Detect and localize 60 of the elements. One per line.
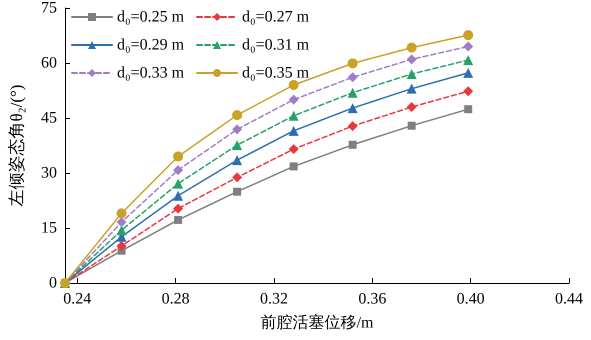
point	[463, 30, 474, 40]
point	[288, 126, 299, 136]
point	[288, 110, 299, 121]
legend-label: d₀=0.33 m	[117, 64, 185, 82]
point	[173, 190, 184, 201]
y-tick-label: 0	[49, 274, 57, 292]
point	[348, 103, 358, 114]
y-tick-label: 75	[41, 0, 57, 16]
y-tick-label: 45	[41, 110, 57, 126]
point	[463, 68, 474, 78]
point	[408, 122, 416, 130]
point	[463, 86, 474, 96]
legend-label: d₀=0.25 m	[117, 8, 185, 26]
point	[348, 88, 358, 98]
point	[288, 144, 299, 154]
point	[406, 102, 417, 112]
point	[348, 58, 358, 68]
x-tick-label: 0.36	[358, 290, 386, 308]
point	[116, 240, 127, 251]
legend-label: d₀=0.31 m	[242, 36, 310, 54]
x-tick-label: 0.28	[162, 290, 190, 308]
point	[406, 69, 417, 79]
point	[406, 54, 417, 64]
point	[232, 155, 242, 166]
y-tick-label: 30	[41, 164, 57, 182]
point	[463, 42, 474, 52]
point	[406, 84, 417, 94]
y-tick-label: 15	[41, 220, 57, 236]
point	[290, 162, 298, 170]
point	[116, 208, 127, 218]
point	[406, 42, 417, 53]
legend-label: d₀=0.27 m	[242, 8, 310, 26]
legend-label: d₀=0.29 m	[117, 36, 185, 54]
point	[464, 105, 472, 114]
point	[348, 140, 357, 149]
point	[116, 217, 127, 228]
point	[232, 140, 242, 150]
x-tick-label: 0.44	[555, 290, 583, 308]
point	[174, 216, 182, 224]
point	[173, 152, 184, 162]
point	[116, 225, 127, 236]
x-tick-label: 0.24	[63, 290, 92, 308]
y-axis-title: 左倾姿态角θ₂/(°)	[7, 84, 26, 206]
point	[232, 124, 242, 134]
point	[173, 204, 184, 214]
x-tick-label: 0.40	[456, 290, 485, 308]
point	[173, 165, 184, 176]
point	[348, 72, 358, 82]
point	[232, 110, 242, 120]
x-tick-label: 0.32	[260, 290, 288, 308]
point	[288, 94, 299, 105]
point	[173, 178, 184, 189]
x-axis-title: 前腔活塞位移/m	[260, 314, 374, 332]
point	[232, 172, 242, 182]
legend-label: d₀=0.35 m	[242, 64, 310, 82]
point	[348, 121, 358, 132]
point	[233, 188, 242, 196]
point	[463, 55, 474, 66]
y-tick-label: 60	[41, 54, 57, 72]
point	[288, 80, 299, 90]
